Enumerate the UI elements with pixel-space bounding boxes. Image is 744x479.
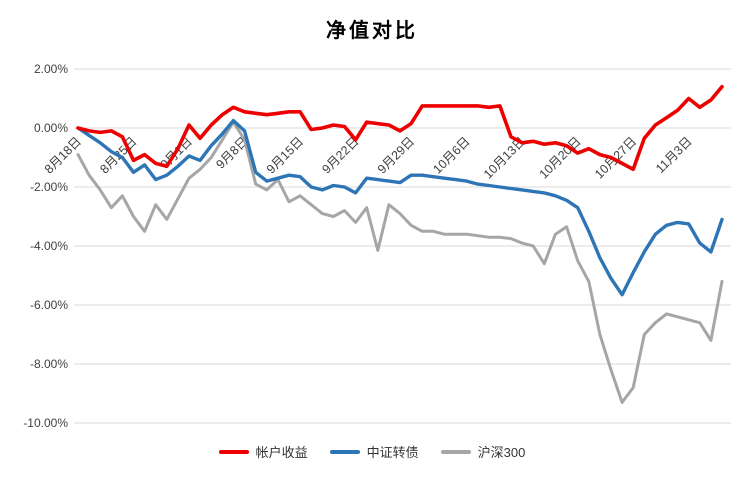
- y-axis-tick-label: -6.00%: [30, 298, 68, 312]
- legend-label: 帐户收益: [255, 445, 308, 460]
- y-axis-tick-label: -2.00%: [30, 180, 68, 194]
- x-axis-tick-label: 10月20日: [537, 134, 584, 181]
- legend-label: 中证转债: [366, 445, 419, 460]
- series-line-沪深300: [76, 120, 724, 404]
- legend-line-swatch: [440, 449, 471, 454]
- chart-legend: 帐户收益 中证转债 沪深300: [0, 442, 744, 461]
- y-axis-tick-label: 0.00%: [34, 121, 68, 135]
- y-axis-tick-label: -8.00%: [30, 357, 68, 371]
- legend-item-中证转债: 中证转债: [329, 442, 419, 461]
- y-axis-tick-label: -10.00%: [23, 416, 68, 430]
- chart-title: 净值对比: [326, 20, 418, 42]
- x-axis-tick-label: 10月27日: [592, 134, 639, 181]
- y-axis-tick-label: 2.00%: [34, 62, 68, 76]
- y-axis-tick-label: -4.00%: [30, 239, 68, 253]
- series-line-帐户收益: [76, 84, 724, 172]
- legend-line-swatch: [218, 449, 249, 454]
- legend-item-沪深300: 沪深300: [440, 442, 526, 461]
- x-axis-tick-label: 10月6日: [430, 134, 472, 176]
- x-axis-tick-label: 9月29日: [375, 134, 417, 176]
- legend-item-帐户收益: 帐户收益: [218, 442, 308, 461]
- legend-label: 沪深300: [477, 445, 526, 460]
- x-axis-tick-label: 11月3日: [653, 134, 695, 176]
- series-line-中证转债: [76, 118, 724, 297]
- legend-line-swatch: [329, 449, 360, 454]
- x-axis-tick-label: 9月15日: [264, 134, 306, 176]
